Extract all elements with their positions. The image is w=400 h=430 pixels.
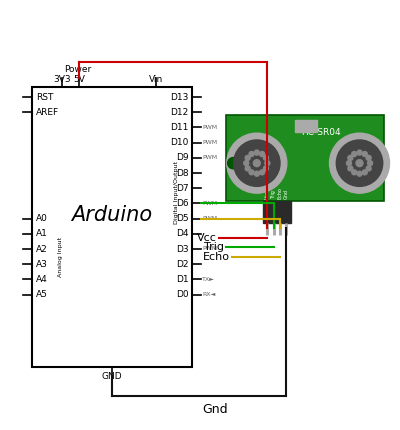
Text: Trig: Trig bbox=[271, 190, 276, 199]
Text: A4: A4 bbox=[36, 275, 48, 284]
Circle shape bbox=[368, 161, 372, 166]
Circle shape bbox=[352, 170, 357, 175]
Text: D3: D3 bbox=[176, 245, 189, 254]
Text: D7: D7 bbox=[176, 184, 189, 193]
Text: 3V3: 3V3 bbox=[53, 75, 71, 84]
Circle shape bbox=[348, 155, 353, 160]
Text: A3: A3 bbox=[36, 260, 48, 269]
Text: Power: Power bbox=[64, 65, 92, 74]
Circle shape bbox=[249, 170, 254, 175]
Text: A2: A2 bbox=[36, 245, 48, 254]
Circle shape bbox=[352, 151, 357, 157]
Text: Trig: Trig bbox=[204, 243, 224, 252]
Text: Arduino: Arduino bbox=[72, 205, 152, 225]
Text: Analog Input: Analog Input bbox=[58, 237, 63, 277]
Circle shape bbox=[260, 151, 264, 157]
Circle shape bbox=[253, 160, 260, 166]
Text: 5V: 5V bbox=[73, 75, 85, 84]
Circle shape bbox=[346, 161, 352, 166]
Text: D9: D9 bbox=[176, 154, 189, 162]
Text: PWM: PWM bbox=[202, 201, 218, 206]
Circle shape bbox=[348, 166, 353, 171]
Text: Vin: Vin bbox=[149, 75, 163, 84]
Circle shape bbox=[357, 150, 362, 155]
Circle shape bbox=[357, 171, 362, 176]
Circle shape bbox=[336, 140, 383, 186]
Circle shape bbox=[264, 166, 268, 171]
Text: Gnd: Gnd bbox=[202, 403, 228, 416]
Text: D2: D2 bbox=[176, 260, 189, 269]
Circle shape bbox=[228, 157, 239, 169]
Text: RST: RST bbox=[36, 92, 53, 101]
Text: D12: D12 bbox=[170, 108, 189, 117]
Text: Digital Input/Output: Digital Input/Output bbox=[174, 162, 179, 224]
Circle shape bbox=[245, 166, 250, 171]
Circle shape bbox=[366, 166, 371, 171]
Circle shape bbox=[366, 155, 371, 160]
Text: D4: D4 bbox=[176, 229, 189, 238]
Circle shape bbox=[245, 155, 250, 160]
Text: A0: A0 bbox=[36, 214, 48, 223]
Text: HC-SR04: HC-SR04 bbox=[301, 128, 341, 137]
Bar bbox=[32, 87, 192, 367]
Text: A5: A5 bbox=[36, 290, 48, 299]
Text: PWM: PWM bbox=[202, 125, 218, 130]
Text: PWM: PWM bbox=[202, 155, 218, 160]
Circle shape bbox=[371, 157, 382, 169]
Text: Echo: Echo bbox=[203, 252, 230, 261]
Circle shape bbox=[362, 151, 367, 157]
Text: D8: D8 bbox=[176, 169, 189, 178]
Circle shape bbox=[362, 170, 367, 175]
Text: PWM: PWM bbox=[202, 140, 218, 145]
Circle shape bbox=[356, 160, 363, 166]
Bar bbox=[295, 120, 317, 132]
Circle shape bbox=[264, 155, 268, 160]
Text: A1: A1 bbox=[36, 229, 48, 238]
Circle shape bbox=[234, 140, 280, 186]
Bar bbox=[263, 201, 291, 224]
Text: GND: GND bbox=[102, 372, 122, 381]
Text: D5: D5 bbox=[176, 214, 189, 223]
Text: D11: D11 bbox=[170, 123, 189, 132]
Text: AREF: AREF bbox=[36, 108, 59, 117]
Text: Vcc: Vcc bbox=[265, 190, 270, 199]
Circle shape bbox=[254, 150, 259, 155]
Text: TX►: TX► bbox=[202, 277, 215, 282]
Circle shape bbox=[227, 133, 287, 193]
Text: Vcc: Vcc bbox=[197, 233, 217, 243]
Circle shape bbox=[244, 161, 249, 166]
Text: Gnd: Gnd bbox=[284, 189, 289, 199]
Circle shape bbox=[265, 161, 270, 166]
Text: RX◄: RX◄ bbox=[202, 292, 216, 297]
Circle shape bbox=[254, 171, 259, 176]
Text: D10: D10 bbox=[170, 138, 189, 147]
Text: PWM: PWM bbox=[202, 246, 218, 252]
Text: D0: D0 bbox=[176, 290, 189, 299]
Bar bbox=[226, 115, 384, 201]
Circle shape bbox=[330, 133, 390, 193]
Circle shape bbox=[249, 151, 254, 157]
Text: D1: D1 bbox=[176, 275, 189, 284]
Text: PWM: PWM bbox=[202, 216, 218, 221]
Circle shape bbox=[260, 170, 264, 175]
Text: Echo: Echo bbox=[278, 187, 282, 199]
Text: D6: D6 bbox=[176, 199, 189, 208]
Text: D13: D13 bbox=[170, 92, 189, 101]
